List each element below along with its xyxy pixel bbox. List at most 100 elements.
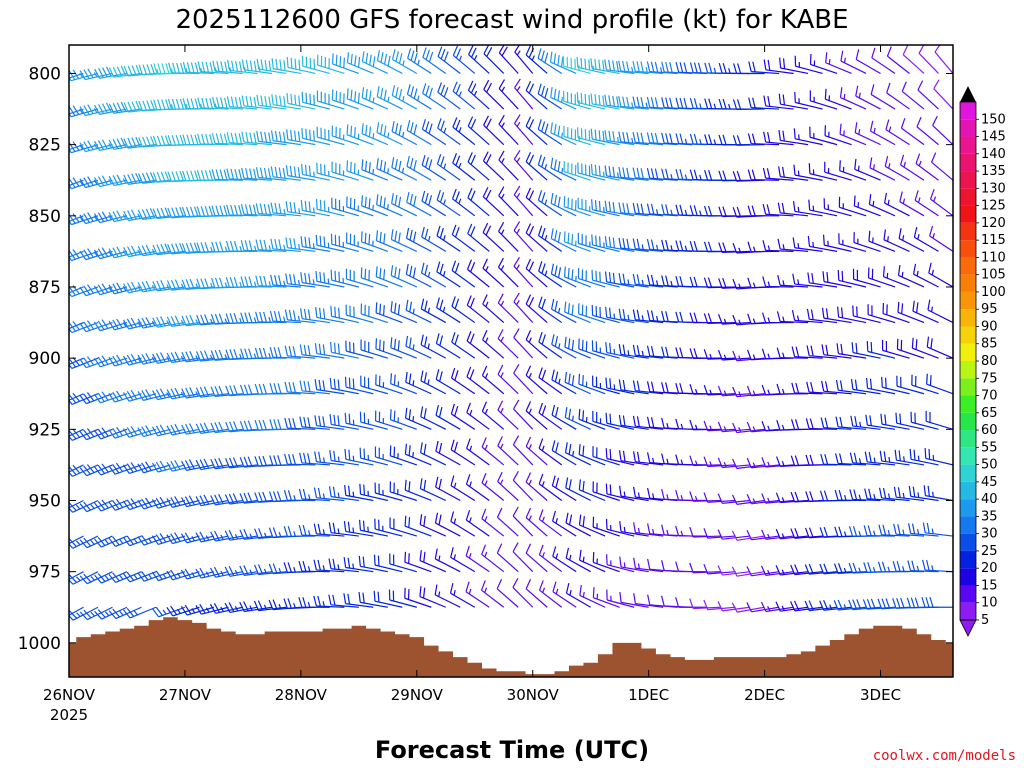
colorbar-label: 50 (981, 458, 998, 473)
wind-barb (376, 158, 403, 181)
wind-barb (358, 591, 388, 608)
wind-barb (762, 312, 794, 324)
colorbar-label: 15 (981, 578, 998, 593)
wind-barb (923, 485, 953, 502)
colorbar-swatch (960, 378, 976, 396)
wind-barb (465, 474, 490, 501)
colorbar-label: 105 (981, 268, 1006, 283)
wind-barb (762, 167, 794, 181)
wind-barb (893, 523, 925, 537)
wind-barb (578, 479, 606, 502)
wind-barb (551, 404, 577, 430)
wind-barb (329, 377, 359, 395)
wind-barb (778, 166, 809, 181)
wind-barb (591, 269, 620, 288)
wind-barb (632, 273, 664, 288)
wind-barb (182, 98, 214, 110)
wind-barb (69, 286, 84, 294)
wind-barb (374, 446, 403, 466)
wind-barb (925, 410, 953, 430)
wind-barb (239, 601, 272, 613)
wind-barb (467, 80, 490, 110)
wind-barb (932, 115, 953, 146)
wind-barb (910, 411, 939, 430)
wind-barb (592, 551, 620, 573)
wind-barb (604, 165, 635, 181)
wind-barb (79, 320, 113, 333)
wind-barb (481, 437, 505, 466)
wind-barb (69, 144, 84, 151)
wind-barb (777, 238, 809, 252)
wind-barb (123, 606, 157, 619)
wind-barb (646, 96, 678, 110)
wind-barb (331, 161, 360, 181)
y-tick-label: 800 (29, 64, 61, 84)
wind-barb (122, 353, 157, 366)
wind-barb (632, 238, 664, 252)
wind-barb (763, 95, 794, 110)
wind-barb (211, 169, 243, 181)
wind-barb (930, 152, 953, 181)
wind-barb (406, 120, 432, 146)
wind-barb (632, 380, 664, 395)
wind-barb (551, 440, 577, 466)
wind-barb (565, 512, 591, 537)
wind-barb (69, 571, 99, 585)
wind-barb (917, 80, 939, 110)
wind-barb (330, 269, 359, 288)
wind-barb (94, 102, 128, 115)
wind-barb (835, 453, 867, 466)
wind-barb (633, 522, 664, 537)
wind-barb (434, 548, 461, 573)
wind-barb (870, 84, 896, 110)
wind-barb (590, 128, 620, 146)
wind-barb (138, 100, 171, 112)
wind-barb (389, 517, 417, 537)
wind-barb (419, 514, 447, 537)
wind-barb (934, 45, 953, 74)
wind-barb (552, 581, 577, 608)
wind-barb (632, 167, 664, 181)
wind-barb (604, 200, 635, 217)
wind-barb (525, 507, 548, 537)
wind-barb (467, 223, 490, 252)
wind-barb (852, 305, 881, 324)
wind-barb (404, 443, 432, 466)
wind-barb (805, 418, 838, 430)
credit-link[interactable]: coolwx.com/models (873, 748, 1016, 764)
wind-barb (450, 403, 476, 430)
y-tick-label: 850 (29, 207, 61, 227)
wind-barb (404, 551, 432, 573)
chart-title: 2025112600 GFS forecast wind profile (kt… (175, 5, 848, 35)
wind-barb (482, 330, 505, 359)
wind-barb (434, 512, 461, 537)
wind-barb (525, 436, 548, 466)
wind-barb (419, 478, 447, 502)
wind-barb (151, 606, 186, 618)
wind-barb (538, 509, 563, 537)
wind-barb (482, 151, 505, 181)
wind-barb (313, 595, 345, 608)
wind-barb (899, 191, 925, 217)
wind-barb (927, 299, 953, 324)
wind-barb (240, 240, 272, 252)
wind-barb (180, 568, 215, 580)
wind-barb (564, 301, 591, 324)
wind-barb (436, 189, 461, 217)
wind-barb (513, 328, 534, 359)
y-tick-label: 1000 (18, 634, 61, 654)
wind-barb (435, 440, 461, 466)
wind-barb (168, 62, 200, 75)
wind-barb (646, 239, 678, 252)
wind-barb (450, 511, 476, 537)
wind-barb (330, 305, 359, 324)
wind-barb (298, 488, 330, 502)
wind-barb (343, 521, 374, 537)
wind-barb (466, 331, 490, 359)
wind-barb (122, 571, 157, 583)
colorbar-swatch (960, 585, 976, 603)
colorbar-label: 25 (981, 544, 998, 559)
wind-barb (375, 302, 403, 324)
colorbar-label: 40 (981, 492, 998, 507)
wind-barb (346, 160, 374, 181)
